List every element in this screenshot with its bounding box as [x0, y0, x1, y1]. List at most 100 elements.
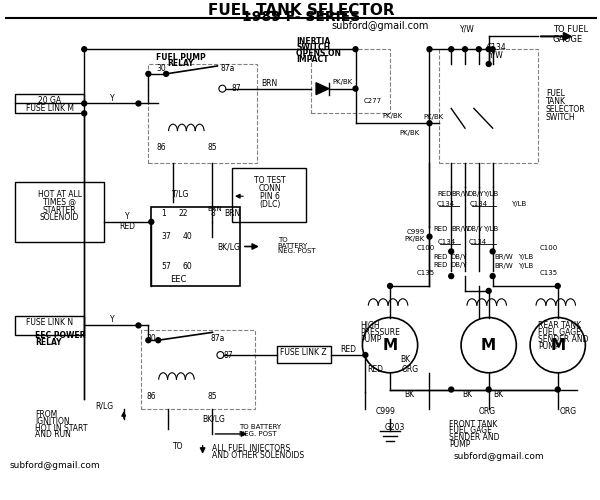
Text: BRN: BRN	[208, 206, 223, 212]
Text: M: M	[550, 338, 565, 352]
Text: FUSE LINK Z: FUSE LINK Z	[280, 348, 326, 356]
Text: Y: Y	[110, 315, 114, 324]
Text: C277: C277	[364, 98, 382, 103]
Text: FUSE LINK M: FUSE LINK M	[26, 104, 74, 113]
Circle shape	[449, 274, 454, 278]
Text: C134: C134	[470, 201, 488, 207]
Text: 87a: 87a	[210, 334, 224, 343]
Text: CONN: CONN	[259, 184, 281, 193]
Text: subford@gmail.com: subford@gmail.com	[331, 20, 429, 30]
Bar	[277, 346, 331, 363]
Circle shape	[136, 101, 141, 106]
Circle shape	[463, 46, 467, 52]
Circle shape	[156, 338, 161, 342]
Text: C100: C100	[540, 246, 558, 252]
Text: PUMP: PUMP	[538, 342, 559, 350]
Text: C135: C135	[540, 270, 558, 276]
Text: 1989 F- SERIES: 1989 F- SERIES	[242, 10, 361, 24]
Circle shape	[353, 86, 358, 91]
Text: BR/W: BR/W	[494, 254, 513, 260]
Text: EEC: EEC	[170, 274, 186, 283]
Text: 87: 87	[232, 84, 241, 93]
Text: TO BATTERY: TO BATTERY	[239, 424, 281, 430]
Circle shape	[136, 323, 141, 328]
Text: BK/LG: BK/LG	[217, 242, 240, 251]
Text: SWITCH: SWITCH	[546, 113, 575, 122]
Text: BATTERY: BATTERY	[278, 242, 308, 248]
Circle shape	[486, 387, 491, 392]
Text: 86: 86	[157, 144, 166, 152]
Polygon shape	[316, 83, 329, 94]
Text: RED: RED	[433, 226, 447, 232]
Text: ORG: ORG	[401, 366, 418, 374]
Text: RED: RED	[437, 191, 451, 197]
Text: DB/Y: DB/Y	[451, 262, 467, 268]
Circle shape	[486, 46, 491, 52]
Bar	[15, 94, 84, 114]
Text: M: M	[481, 338, 496, 352]
Text: SENDER AND: SENDER AND	[538, 334, 589, 344]
Text: ORG: ORG	[560, 406, 577, 416]
Text: DB/Y: DB/Y	[467, 191, 484, 197]
Text: Y/LB: Y/LB	[483, 191, 498, 197]
Text: INERTIA: INERTIA	[296, 37, 331, 46]
Circle shape	[555, 387, 560, 392]
Text: BR/W: BR/W	[452, 191, 470, 197]
Text: R/LG: R/LG	[95, 402, 113, 411]
Text: BRN: BRN	[224, 210, 241, 218]
Text: STARTER: STARTER	[43, 206, 76, 214]
Bar	[232, 168, 306, 222]
Text: RELAY: RELAY	[35, 338, 61, 346]
Text: G203: G203	[385, 422, 405, 432]
Text: RELAY: RELAY	[167, 58, 194, 68]
Circle shape	[449, 387, 454, 392]
Circle shape	[353, 46, 358, 52]
Text: PK/BK: PK/BK	[332, 79, 353, 85]
Text: IGNITION: IGNITION	[35, 416, 70, 426]
Text: BK: BK	[405, 390, 415, 399]
Text: 85: 85	[208, 144, 217, 152]
Text: FROM: FROM	[35, 410, 57, 418]
Text: Y/LB: Y/LB	[483, 226, 498, 232]
Text: RED: RED	[119, 222, 136, 232]
Text: subford@gmail.com: subford@gmail.com	[453, 452, 544, 461]
Text: TANK: TANK	[546, 97, 566, 106]
Text: 37: 37	[161, 232, 171, 241]
Circle shape	[490, 249, 495, 254]
Text: RED: RED	[341, 344, 356, 354]
Circle shape	[486, 62, 491, 66]
Text: PK/BK: PK/BK	[404, 236, 425, 242]
Text: BK: BK	[400, 356, 410, 364]
Text: DB/Y: DB/Y	[451, 254, 467, 260]
Text: C135: C135	[416, 270, 434, 276]
Bar	[311, 49, 390, 114]
Text: AND RUN: AND RUN	[35, 430, 71, 440]
Text: PRESSURE: PRESSURE	[361, 328, 400, 337]
Bar	[15, 182, 104, 242]
Text: BK: BK	[493, 390, 503, 399]
Bar	[439, 49, 538, 162]
Text: TIMES @: TIMES @	[43, 198, 76, 206]
Circle shape	[164, 72, 169, 76]
Text: PK/BK: PK/BK	[382, 114, 402, 119]
Text: Y/LB: Y/LB	[511, 201, 526, 207]
Text: SENDER AND: SENDER AND	[449, 434, 500, 442]
Text: PUMP: PUMP	[361, 334, 382, 344]
Text: T/LG: T/LG	[172, 190, 190, 198]
Text: 85: 85	[208, 392, 217, 401]
Text: BRN: BRN	[262, 79, 278, 88]
Text: SOLENOID: SOLENOID	[40, 214, 79, 222]
Text: Y/LB: Y/LB	[518, 254, 534, 260]
Text: SWITCH: SWITCH	[296, 42, 331, 51]
Circle shape	[427, 46, 432, 52]
Text: 30: 30	[146, 334, 156, 343]
Text: C134: C134	[437, 238, 455, 244]
Circle shape	[490, 274, 495, 278]
Text: PIN 6: PIN 6	[260, 192, 280, 200]
Text: M: M	[382, 338, 398, 352]
Text: FUEL TANK SELECTOR: FUEL TANK SELECTOR	[208, 3, 395, 18]
Text: OPENS ON: OPENS ON	[296, 48, 341, 58]
Text: 57: 57	[161, 262, 171, 270]
Text: Y/LB: Y/LB	[518, 263, 534, 269]
Bar	[151, 207, 240, 286]
